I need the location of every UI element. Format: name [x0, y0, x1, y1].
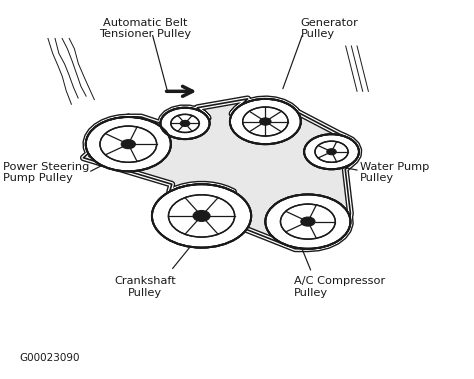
- Ellipse shape: [121, 139, 136, 149]
- Ellipse shape: [160, 108, 210, 139]
- Ellipse shape: [86, 117, 171, 171]
- Ellipse shape: [180, 121, 190, 127]
- Ellipse shape: [301, 217, 315, 226]
- Text: A/C Compressor
Pulley: A/C Compressor Pulley: [294, 276, 385, 298]
- Ellipse shape: [265, 194, 350, 249]
- Polygon shape: [83, 99, 359, 249]
- Ellipse shape: [193, 210, 210, 221]
- Text: G00023090: G00023090: [19, 353, 80, 363]
- Text: Crankshaft
Pulley: Crankshaft Pulley: [114, 276, 176, 298]
- Ellipse shape: [260, 118, 271, 125]
- Text: Automatic Belt
Tensioner Pulley: Automatic Belt Tensioner Pulley: [99, 18, 191, 39]
- Ellipse shape: [230, 99, 301, 144]
- Text: Generator
Pulley: Generator Pulley: [301, 18, 359, 39]
- Text: Water Pump
Pulley: Water Pump Pulley: [360, 162, 429, 183]
- Ellipse shape: [152, 184, 251, 247]
- Text: Power Steering
Pump Pulley: Power Steering Pump Pulley: [3, 162, 90, 183]
- Ellipse shape: [327, 149, 336, 155]
- Ellipse shape: [304, 134, 359, 169]
